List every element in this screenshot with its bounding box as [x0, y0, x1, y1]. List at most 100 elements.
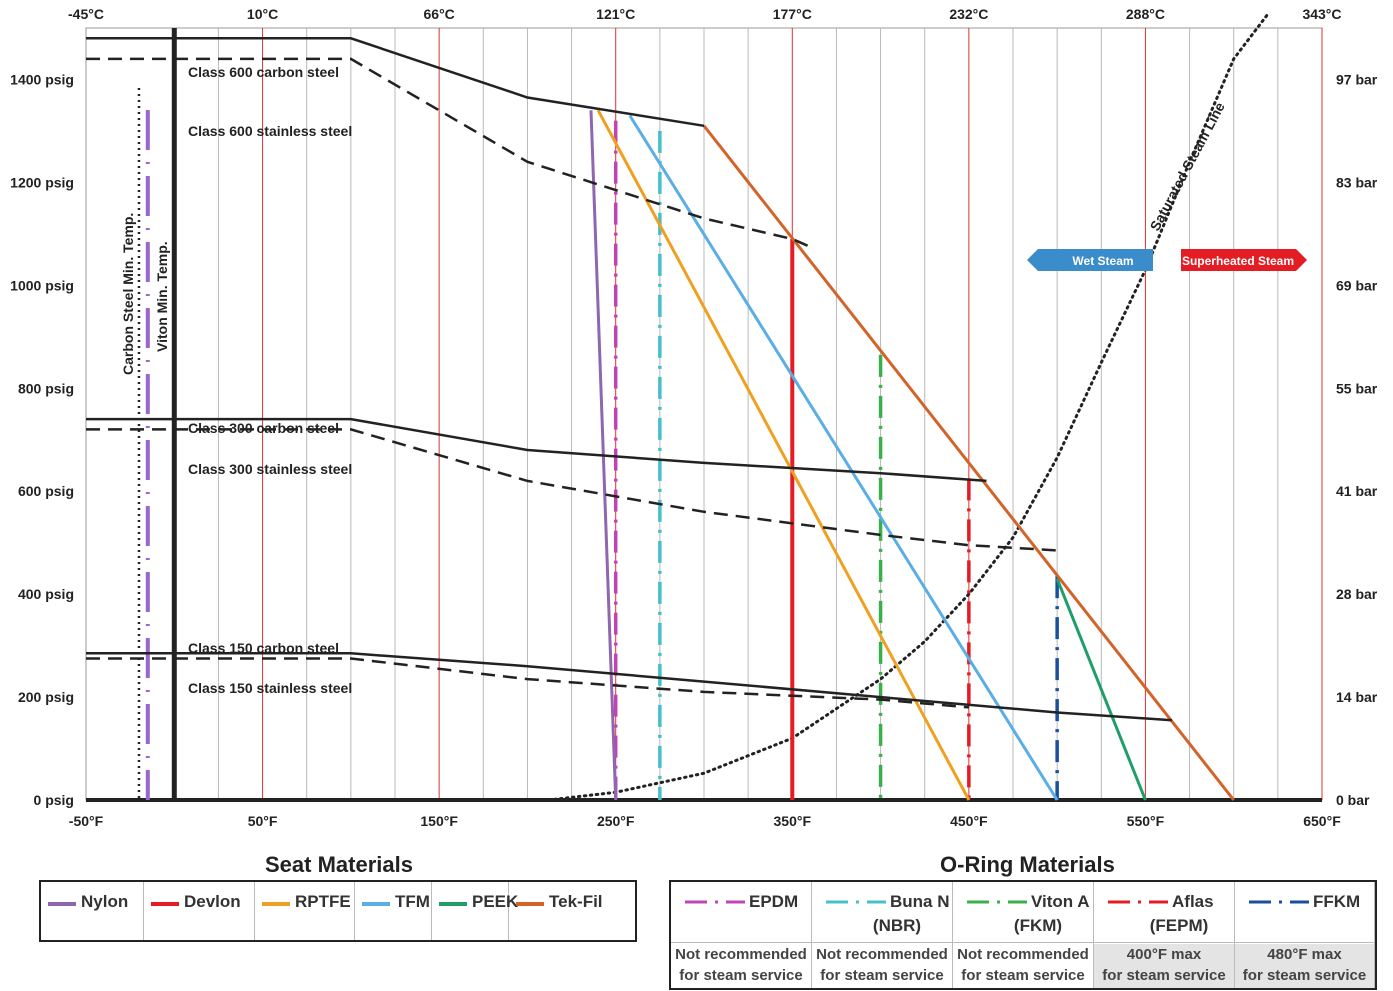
y-tick-label-bar: 0 bar: [1336, 792, 1370, 808]
y-tick-label-bar: 55 bar: [1336, 380, 1378, 396]
seat-line-tfm: [628, 114, 1059, 801]
oring-legend-note-line: Not recommended: [957, 946, 1089, 963]
oring-legend-note-line: for steam service: [1102, 967, 1226, 984]
superheated-steam-label: Superheated Steam: [1182, 254, 1294, 268]
seat-legend-peek: PEEK: [432, 882, 518, 940]
wet-steam-arrow: [1027, 249, 1153, 271]
seat-legend-label: TFM: [395, 892, 430, 911]
oring-legend-viton-a: Viton A (FKM) Not recommended for steam ser…: [953, 882, 1094, 988]
y-tick-label-bar: 14 bar: [1336, 689, 1378, 705]
oring-legend-aflas: Aflas (FEPM) 400°F max for steam service: [1094, 882, 1235, 988]
y-tick-label-bar: 69 bar: [1336, 277, 1378, 293]
x-tick-label-f: 350°F: [774, 813, 812, 829]
seat-legend-label: Devlon: [184, 892, 241, 911]
pressure-label-class-150-stainless-steel: Class 150 stainless steel: [188, 680, 352, 696]
x-tick-label-c: 66°C: [424, 6, 455, 22]
seat-materials-title: Seat Materials: [265, 852, 413, 877]
x-tick-label-f: 150°F: [420, 813, 458, 829]
y-tick-label-psig: 0 psig: [34, 792, 74, 808]
x-tick-label-c: 288°C: [1126, 6, 1165, 22]
viton-min-temp-label: Viton Min. Temp.: [154, 241, 170, 352]
pressure-line-class-600-stainless-steel: [86, 57, 811, 248]
seat-legend-tek-fil: Tek-Fil: [509, 882, 635, 940]
oring-legend-swatch: [685, 900, 745, 904]
seat-legend-label: Tek-Fil: [549, 892, 603, 911]
oring-legend-note: Not recommended for steam service: [953, 944, 1093, 988]
pressure-label-class-300-carbon-steel: Class 300 carbon steel: [188, 420, 339, 436]
pressure-line-class-300-carbon-steel: [86, 417, 987, 483]
seat-line-rptfe: [596, 109, 971, 801]
oring-legend-swatch: [826, 900, 886, 904]
oring-legend-note-line: Not recommended: [816, 946, 948, 963]
x-tick-label-c: 177°C: [773, 6, 812, 22]
pressure-label-class-150-carbon-steel: Class 150 carbon steel: [188, 640, 339, 656]
x-tick-label-c: 343°C: [1302, 6, 1341, 22]
oring-legend-note: Not recommended for steam service: [671, 944, 811, 988]
pressure-temperature-chart: -50°F 50°F 150°F 250°F 350°F 450°F 550°F 650°F -…: [10, 6, 1378, 829]
seat-legend-swatch: [262, 902, 290, 906]
seat-legend-swatch: [151, 902, 179, 906]
oring-materials-title: O-Ring Materials: [940, 852, 1115, 877]
x-tick-label-f: 50°F: [248, 813, 278, 829]
oring-legend-sublabel: (FKM): [1013, 916, 1063, 935]
oring-legend-divider: [671, 942, 1375, 943]
seat-materials-legend: Nylon Devlon RPTFE TFM PEEK Tek-Fil: [39, 880, 637, 942]
seat-legend-label: Nylon: [81, 892, 129, 911]
seat-legend-swatch: [516, 902, 544, 906]
oring-legend-sublabel: (NBR): [872, 916, 922, 935]
y-tick-label-psig: 800 psig: [18, 380, 74, 396]
seat-legend-nylon: Nylon: [41, 882, 144, 940]
oring-legend-note-line: 400°F max: [1126, 946, 1202, 963]
seat-legend-swatch: [48, 902, 76, 906]
y-tick-label-bar: 41 bar: [1336, 483, 1378, 499]
y-tick-label-psig: 1200 psig: [10, 174, 74, 190]
seat-legend-rptfe: RPTFE: [255, 882, 355, 940]
oring-legend-label: Viton A: [1031, 892, 1090, 911]
pressure-line-class-150-carbon-steel: [86, 652, 1172, 722]
oring-legend-note: 400°F max for steam service: [1094, 944, 1234, 988]
seat-line-tek-fil: [702, 124, 1235, 801]
saturated-steam-line: [547, 11, 1271, 802]
seat-legend-swatch: [362, 902, 390, 906]
oring-legend-swatch: [1249, 900, 1309, 904]
x-tick-label-f: 550°F: [1127, 813, 1165, 829]
oring-legend-note-line: Not recommended: [675, 946, 807, 963]
seat-legend-label: RPTFE: [295, 892, 351, 911]
pressure-line-class-150-stainless-steel: [86, 657, 970, 709]
carbon-steel-min-temp-label: Carbon Steel Min. Temp.: [120, 213, 136, 375]
y-tick-label-bar: 83 bar: [1336, 174, 1378, 190]
wet-steam-label: Wet Steam: [1072, 254, 1133, 268]
oring-materials-legend: EPDM Not recommended for steam service Buna…: [669, 880, 1377, 990]
oring-legend-note-line: for steam service: [961, 967, 1085, 984]
oring-legend-buna-n: Buna N (NBR) Not recommended for steam serv…: [812, 882, 953, 988]
x-tick-label-f: -50°F: [69, 813, 104, 829]
x-tick-label-f: 450°F: [950, 813, 988, 829]
oring-legend-ffkm: FFKM 480°F max for steam service: [1235, 882, 1375, 988]
pressure-label-class-600-stainless-steel: Class 600 stainless steel: [188, 123, 352, 139]
oring-legend-label: EPDM: [749, 892, 799, 911]
seat-legend-label: PEEK: [472, 892, 519, 911]
oring-legend-epdm: EPDM Not recommended for steam service: [671, 882, 812, 988]
y-tick-label-psig: 400 psig: [18, 586, 74, 602]
y-tick-label-psig: 600 psig: [18, 483, 74, 499]
pressure-line-class-600-carbon-steel: [86, 37, 705, 128]
y-tick-label-psig: 1000 psig: [10, 277, 74, 293]
y-tick-label-bar: 97 bar: [1336, 71, 1378, 87]
oring-legend-note-line: for steam service: [1242, 967, 1367, 984]
x-tick-label-c: -45°C: [68, 6, 104, 22]
oring-legend-note: Not recommended for steam service: [812, 944, 952, 988]
x-tick-label-c: 121°C: [596, 6, 635, 22]
seat-legend-devlon: Devlon: [144, 882, 255, 940]
oring-legend-note-line: 480°F max: [1267, 946, 1342, 963]
x-tick-label-c: 10°C: [247, 6, 278, 22]
oring-legend-sublabel: (FEPM): [1149, 916, 1209, 935]
pressure-label-class-300-stainless-steel: Class 300 stainless steel: [188, 461, 352, 477]
x-tick-label-f: 650°F: [1303, 813, 1341, 829]
seat-legend-tfm: TFM: [355, 882, 432, 940]
oring-legend-label: Buna N: [890, 892, 950, 911]
y-tick-label-bar: 28 bar: [1336, 586, 1378, 602]
x-tick-label-c: 232°C: [949, 6, 988, 22]
oring-legend-swatch: [1108, 900, 1168, 904]
oring-legend-note-line: for steam service: [820, 967, 944, 984]
pressure-line-class-300-stainless-steel: [86, 428, 1058, 552]
